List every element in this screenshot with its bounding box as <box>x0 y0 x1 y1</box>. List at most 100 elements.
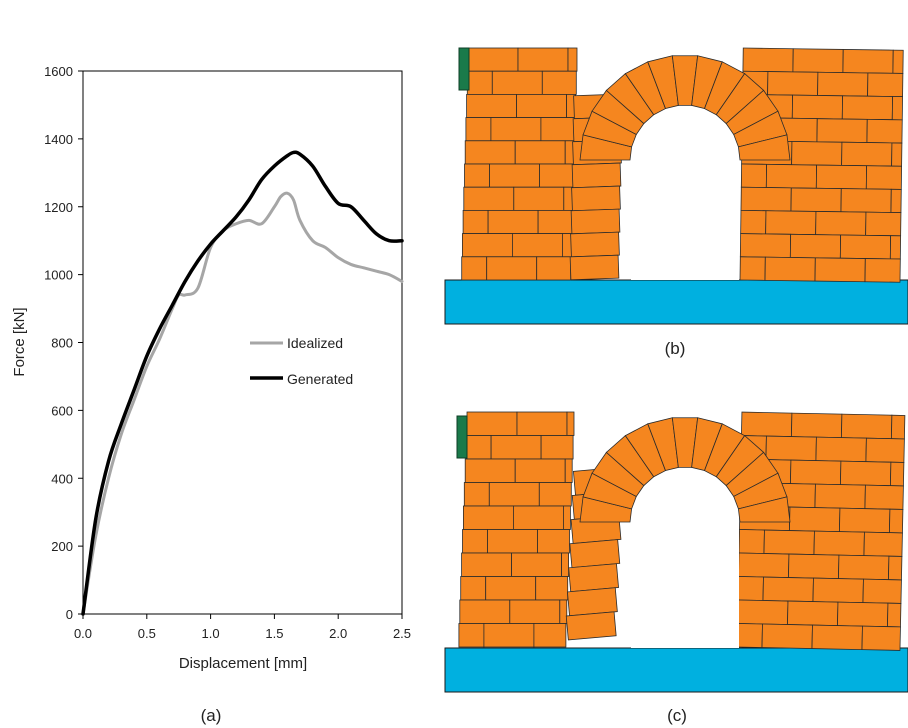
brick <box>814 531 864 556</box>
brick <box>460 600 510 624</box>
series-layer <box>83 152 402 614</box>
brick <box>462 234 512 257</box>
brick <box>570 540 620 568</box>
brick <box>517 412 567 436</box>
brick <box>868 73 903 97</box>
brick <box>738 553 788 578</box>
brick <box>841 189 891 213</box>
brick <box>512 234 562 257</box>
brick <box>464 187 514 210</box>
brick <box>572 186 621 211</box>
brick <box>571 232 620 257</box>
panel-label-b: (b) <box>665 339 686 358</box>
y-axis-label: Force [kN] <box>11 307 28 376</box>
brick <box>792 95 842 119</box>
brick <box>840 235 890 259</box>
brick <box>488 530 538 554</box>
brick <box>466 436 491 460</box>
brick <box>518 48 568 71</box>
brick <box>816 437 866 462</box>
brick <box>762 624 812 649</box>
brick <box>887 603 900 627</box>
brick <box>764 530 814 555</box>
x-tick-label: 0.0 <box>74 626 92 641</box>
y-tick-label: 1200 <box>44 200 73 215</box>
y-tick-label: 200 <box>51 539 73 554</box>
brick <box>766 436 816 461</box>
brick <box>468 48 518 71</box>
legend-label-generated: Generated <box>287 371 353 387</box>
brick <box>510 600 560 624</box>
brick <box>737 624 762 648</box>
brick <box>741 210 766 234</box>
brick <box>570 255 619 280</box>
brick <box>562 553 569 577</box>
brick <box>792 142 842 166</box>
brick <box>560 600 567 624</box>
x-tick-label: 2.0 <box>329 626 347 641</box>
brick <box>489 483 539 507</box>
x-tick-label: 0.5 <box>138 626 156 641</box>
brick <box>463 210 488 233</box>
brick <box>862 626 900 650</box>
brick <box>538 530 570 554</box>
y-tick-label: 400 <box>51 471 73 486</box>
y-tick-label: 800 <box>51 336 73 351</box>
brick <box>843 49 893 73</box>
brick <box>817 119 867 143</box>
brick <box>866 166 901 190</box>
brick <box>812 625 862 650</box>
brick <box>537 257 571 280</box>
brick <box>787 601 837 626</box>
brick <box>818 72 868 96</box>
panel-label-a: (a) <box>201 706 222 725</box>
foundation-slab <box>445 280 908 324</box>
brick <box>816 165 866 189</box>
brick <box>513 506 563 530</box>
brick <box>541 118 575 141</box>
brick <box>741 412 791 437</box>
brick <box>893 50 903 73</box>
brick <box>815 258 865 282</box>
brick <box>563 506 570 530</box>
brick <box>467 412 517 436</box>
brick <box>864 532 902 556</box>
brick <box>741 187 791 211</box>
brick <box>463 506 513 530</box>
brick <box>487 257 537 280</box>
brick <box>739 530 764 554</box>
brick <box>766 164 816 188</box>
legend-label-idealized: Idealized <box>287 335 343 351</box>
brick <box>790 234 840 258</box>
brick <box>867 119 902 143</box>
brick <box>566 612 616 640</box>
brick <box>841 414 891 439</box>
brick <box>891 189 901 212</box>
brick <box>740 257 765 281</box>
brick <box>466 118 491 141</box>
wall-panel-c: (c) <box>445 412 908 725</box>
brick <box>863 579 901 603</box>
foundation-slab <box>445 648 908 692</box>
brick <box>492 71 542 94</box>
brick <box>865 485 903 509</box>
brick <box>889 509 902 533</box>
force-displacement-chart: 0 200 400 600 800 1000 1200 1400 1600 0.0 0.5 1.0 1… <box>11 64 411 725</box>
brick <box>765 257 815 281</box>
brick <box>815 484 865 509</box>
y-tick-label: 0 <box>66 607 73 622</box>
brick <box>517 94 567 117</box>
brick <box>837 602 887 627</box>
brick <box>465 459 515 483</box>
brick <box>791 413 841 438</box>
brick <box>793 49 843 73</box>
plot-area-frame <box>83 71 402 614</box>
support-plate <box>457 416 467 458</box>
brick <box>840 461 890 486</box>
brick <box>741 164 766 188</box>
brick <box>536 577 568 601</box>
y-axis-ticks: 0 200 400 600 800 1000 1200 1400 1600 <box>44 64 83 622</box>
brick <box>534 624 566 648</box>
brick <box>542 71 576 94</box>
